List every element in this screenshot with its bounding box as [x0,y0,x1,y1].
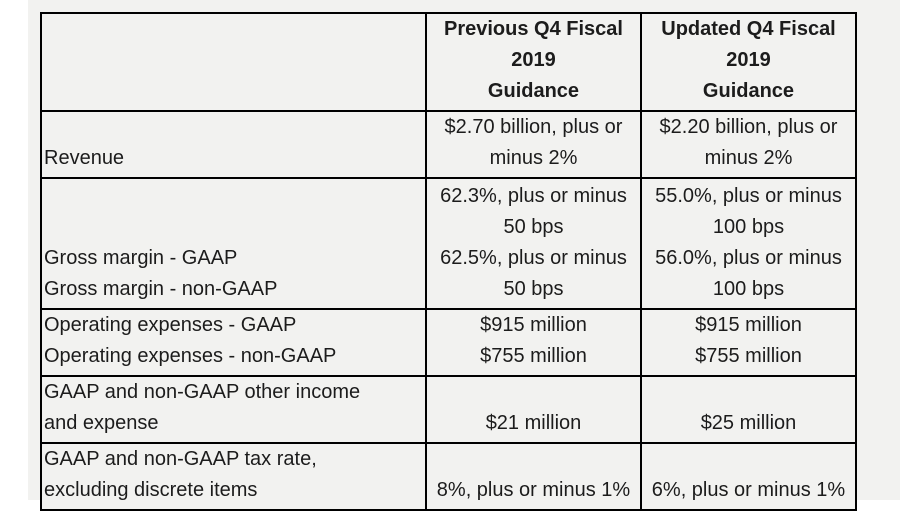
guidance-table: Previous Q4 Fiscal 2019 Guidance Updated… [40,12,857,511]
previous-value-cell: $21 million [425,375,642,444]
table-row-other-income-expense: GAAP and non-GAAP other income and expen… [40,375,857,444]
metric-label-cell: GAAP and non-GAAP other income and expen… [40,375,427,444]
metric-label-cell: Operating expenses - GAAP Operating expe… [40,308,427,377]
previous-value-cell: $2.70 billion, plus or minus 2% [425,110,642,179]
updated-value-cell: 55.0%, plus or minus 100 bps 56.0%, plus… [640,177,857,310]
updated-value-cell: $2.20 billion, plus or minus 2% [640,110,857,179]
previous-value-cell: 62.3%, plus or minus 50 bps 62.5%, plus … [425,177,642,310]
metric-label-cell: Gross margin - GAAP Gross margin - non-G… [40,177,427,310]
updated-value-cell: $25 million [640,375,857,444]
table-header-row: Previous Q4 Fiscal 2019 Guidance Updated… [40,12,857,112]
page-background-panel: Previous Q4 Fiscal 2019 Guidance Updated… [28,0,900,511]
header-previous-guidance: Previous Q4 Fiscal 2019 Guidance [425,12,642,112]
metric-label-cell: Revenue [40,110,427,179]
previous-value-cell: $915 million $755 million [425,308,642,377]
header-updated-guidance: Updated Q4 Fiscal 2019 Guidance [640,12,857,112]
header-metric-cell [40,12,427,112]
table-row-gross-margin: Gross margin - GAAP Gross margin - non-G… [40,177,857,310]
updated-value-cell: $915 million $755 million [640,308,857,377]
table-row-operating-expenses: Operating expenses - GAAP Operating expe… [40,308,857,377]
table-row-revenue: Revenue $2.70 billion, plus or minus 2% … [40,110,857,179]
